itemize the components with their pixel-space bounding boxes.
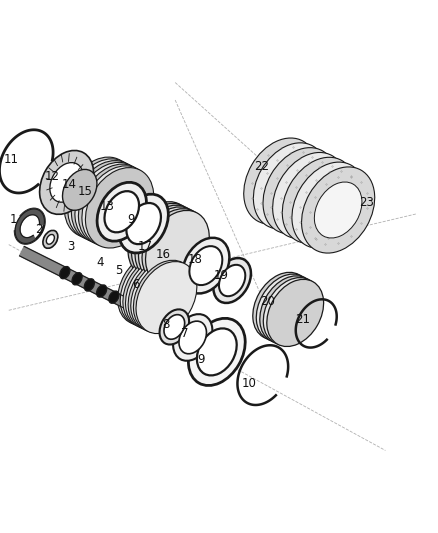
Text: 9: 9 bbox=[127, 213, 134, 225]
Text: 10: 10 bbox=[241, 377, 256, 390]
Ellipse shape bbox=[138, 207, 202, 282]
Ellipse shape bbox=[292, 162, 365, 248]
Ellipse shape bbox=[314, 182, 362, 238]
Ellipse shape bbox=[127, 203, 161, 244]
Text: 15: 15 bbox=[78, 184, 93, 198]
Ellipse shape bbox=[253, 143, 327, 229]
Ellipse shape bbox=[85, 167, 154, 248]
Ellipse shape bbox=[263, 148, 336, 234]
Text: 7: 7 bbox=[181, 327, 189, 340]
Ellipse shape bbox=[197, 328, 237, 375]
Ellipse shape bbox=[46, 235, 54, 244]
Ellipse shape bbox=[219, 265, 245, 296]
Ellipse shape bbox=[131, 259, 191, 331]
Text: 19: 19 bbox=[214, 269, 229, 282]
Text: 5: 5 bbox=[116, 263, 123, 277]
Ellipse shape bbox=[260, 276, 317, 343]
Ellipse shape bbox=[60, 266, 70, 279]
Ellipse shape bbox=[164, 314, 185, 339]
Ellipse shape bbox=[68, 159, 136, 239]
Ellipse shape bbox=[189, 246, 223, 285]
Ellipse shape bbox=[159, 309, 189, 344]
Text: 2: 2 bbox=[35, 223, 42, 236]
Ellipse shape bbox=[50, 163, 83, 202]
Ellipse shape bbox=[119, 194, 168, 253]
Text: 12: 12 bbox=[44, 170, 59, 183]
Text: 4: 4 bbox=[96, 256, 104, 269]
Ellipse shape bbox=[272, 152, 346, 239]
Text: 9: 9 bbox=[197, 353, 205, 366]
Ellipse shape bbox=[120, 254, 181, 326]
Ellipse shape bbox=[136, 262, 197, 334]
Ellipse shape bbox=[123, 255, 184, 327]
Ellipse shape bbox=[39, 150, 94, 214]
Ellipse shape bbox=[97, 285, 106, 297]
Ellipse shape bbox=[72, 273, 82, 285]
Ellipse shape bbox=[71, 160, 140, 241]
Ellipse shape bbox=[75, 163, 143, 243]
Ellipse shape bbox=[128, 201, 192, 277]
Ellipse shape bbox=[118, 252, 178, 325]
Polygon shape bbox=[20, 246, 147, 317]
Text: 18: 18 bbox=[187, 253, 202, 266]
Ellipse shape bbox=[97, 182, 146, 241]
Text: 16: 16 bbox=[155, 248, 170, 261]
Ellipse shape bbox=[82, 166, 150, 246]
Ellipse shape bbox=[135, 205, 199, 280]
Text: 14: 14 bbox=[62, 177, 77, 191]
Ellipse shape bbox=[301, 167, 375, 253]
Ellipse shape bbox=[257, 153, 304, 209]
Ellipse shape bbox=[43, 230, 58, 248]
Ellipse shape bbox=[188, 318, 245, 385]
Text: 13: 13 bbox=[100, 199, 115, 213]
Text: 6: 6 bbox=[132, 278, 140, 292]
Ellipse shape bbox=[295, 172, 343, 228]
Ellipse shape bbox=[282, 157, 356, 244]
Ellipse shape bbox=[134, 260, 194, 332]
Text: 17: 17 bbox=[138, 240, 153, 253]
Ellipse shape bbox=[253, 272, 310, 340]
Ellipse shape bbox=[286, 167, 333, 223]
Ellipse shape bbox=[126, 256, 186, 328]
Ellipse shape bbox=[244, 138, 317, 224]
Ellipse shape bbox=[63, 169, 97, 211]
Ellipse shape bbox=[131, 204, 195, 279]
Ellipse shape bbox=[267, 279, 324, 346]
Text: 8: 8 bbox=[162, 318, 169, 331]
Ellipse shape bbox=[85, 279, 94, 291]
Ellipse shape bbox=[179, 321, 206, 354]
Ellipse shape bbox=[305, 177, 352, 233]
Ellipse shape bbox=[213, 258, 251, 303]
Ellipse shape bbox=[263, 278, 320, 345]
Ellipse shape bbox=[145, 211, 209, 286]
Ellipse shape bbox=[266, 158, 314, 214]
Ellipse shape bbox=[78, 164, 147, 245]
Text: 22: 22 bbox=[254, 160, 269, 173]
Ellipse shape bbox=[182, 238, 230, 294]
Ellipse shape bbox=[276, 163, 323, 219]
Ellipse shape bbox=[142, 208, 206, 284]
Polygon shape bbox=[15, 209, 44, 244]
Ellipse shape bbox=[109, 291, 119, 303]
Text: 11: 11 bbox=[4, 152, 18, 166]
Text: 3: 3 bbox=[67, 240, 74, 253]
Text: 23: 23 bbox=[360, 197, 374, 209]
Ellipse shape bbox=[256, 274, 313, 341]
Ellipse shape bbox=[128, 257, 189, 330]
Ellipse shape bbox=[173, 314, 212, 361]
Text: 20: 20 bbox=[261, 295, 276, 308]
Ellipse shape bbox=[64, 157, 133, 238]
Text: 21: 21 bbox=[296, 313, 311, 326]
Ellipse shape bbox=[105, 191, 139, 232]
Text: 1: 1 bbox=[9, 213, 17, 225]
